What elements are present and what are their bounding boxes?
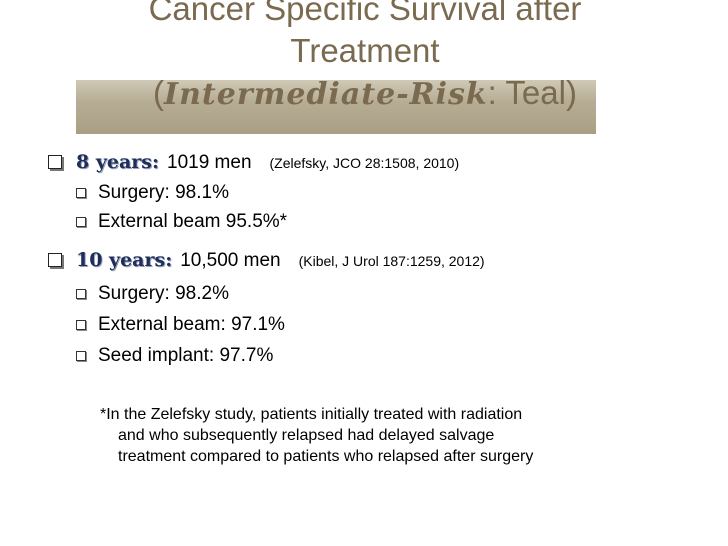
square-bullet-icon: [48, 253, 62, 267]
square-bullet-icon: [76, 320, 86, 330]
sub-bullet: External beam 95.5%*: [76, 210, 287, 234]
square-bullet-icon: [48, 155, 62, 169]
sub-bullet-text: Seed implant: 97.7%: [98, 345, 274, 366]
square-bullet-icon: [76, 351, 86, 361]
title-close: : Teal): [487, 74, 577, 111]
sub-bullet-text: External beam 95.5%*: [98, 211, 288, 232]
sub-bullet: Surgery: 98.2%: [76, 282, 229, 306]
title-risk-group: Intermediate-Risk: [164, 77, 488, 112]
title-line-3: (Intermediate-Risk: Teal): [60, 72, 670, 116]
square-bullet-icon: [76, 188, 86, 198]
sub-bullet-text: Surgery: 98.2%: [98, 283, 229, 304]
bullet-lead: 8 years:: [76, 151, 159, 173]
footnote-line: treatment compared to patients who relap…: [118, 448, 534, 465]
sub-bullet: External beam: 97.1%: [76, 313, 285, 337]
bullet-citation: (Zelefsky, JCO 28:1508, 2010): [269, 155, 460, 171]
footnote-line: and who subsequently relapsed had delaye…: [118, 427, 495, 444]
square-bullet-icon: [76, 289, 86, 299]
bullet-citation: (Kibel, J Urol 187:1259, 2012): [298, 253, 485, 269]
title-line-2: Treatment: [290, 32, 440, 69]
bullet-10-years: 10 years: 10,500 men (Kibel, J Urol 187:…: [48, 248, 485, 273]
footnote-line: *In the Zelefsky study, patients initial…: [100, 406, 523, 423]
bullet-8-years: 8 years: 1019 men (Zelefsky, JCO 28:1508…: [48, 150, 459, 175]
sub-bullet: Seed implant: 97.7%: [76, 344, 273, 368]
sub-bullet: Surgery: 98.1%: [76, 181, 229, 205]
bullet-text: 10,500 men: [180, 250, 281, 271]
title-open-paren: (: [153, 74, 165, 111]
slide-title: Cancer Specific Survival after Treatment…: [60, 0, 670, 116]
footnote: *In the Zelefsky study, patients initial…: [100, 404, 700, 467]
title-line-1: Cancer Specific Survival after: [148, 0, 582, 27]
square-bullet-icon: [76, 217, 86, 227]
bullet-text: 1019 men: [167, 152, 252, 173]
bullet-lead: 10 years:: [76, 249, 173, 271]
title-highlight-band: [76, 80, 596, 134]
sub-bullet-text: External beam: 97.1%: [98, 314, 285, 335]
sub-bullet-text: Surgery: 98.1%: [98, 182, 229, 203]
